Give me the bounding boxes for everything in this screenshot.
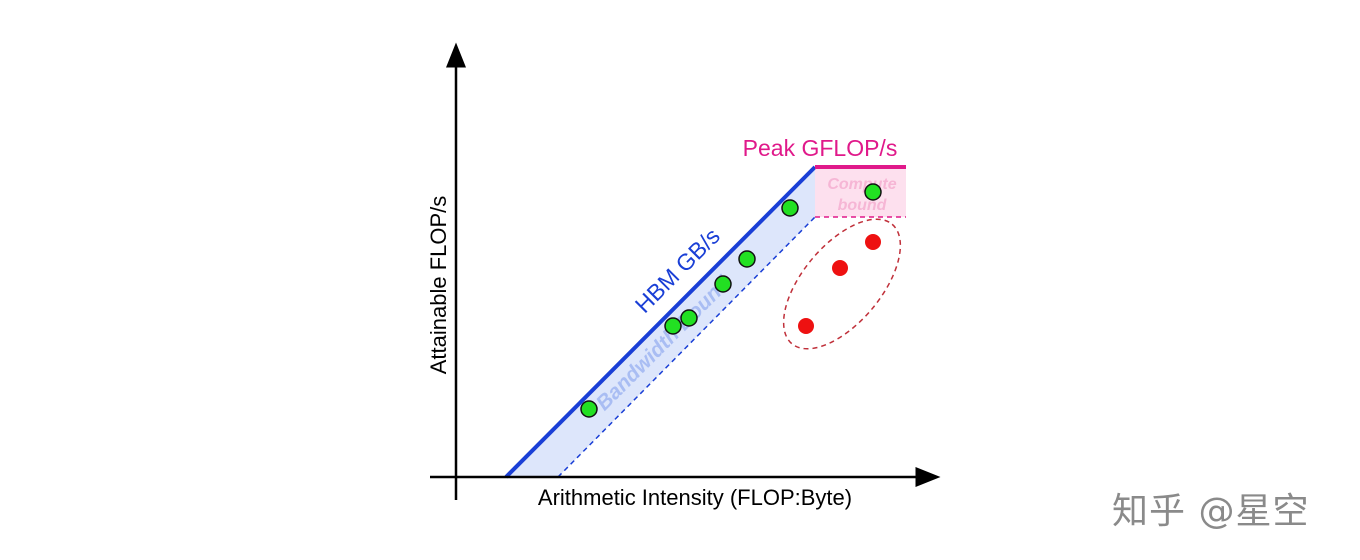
y-axis-label: Attainable FLOP/s	[426, 196, 451, 375]
kernel-point-red	[798, 318, 814, 334]
compute-bound-label-1: Compute	[827, 176, 896, 193]
kernel-point-green	[714, 275, 732, 293]
kernel-point-red	[865, 234, 881, 250]
kernel-point-red	[832, 260, 848, 276]
kernel-point-green	[664, 317, 682, 335]
watermark: 知乎 @星空	[1112, 491, 1310, 532]
bandwidth-band-dashed-edge	[557, 216, 816, 478]
kernel-point-green	[580, 400, 598, 418]
outlier-ellipse	[782, 218, 902, 350]
kernel-point-green	[864, 183, 882, 201]
memory-roof-line	[504, 165, 817, 479]
compute-bound-region	[815, 167, 906, 217]
kernel-point-green	[680, 309, 698, 327]
compute-bound-label-2: bound	[838, 197, 888, 214]
kernel-point-green	[781, 199, 799, 217]
kernel-point-green	[738, 250, 756, 268]
x-axis-label: Arithmetic Intensity (FLOP:Byte)	[538, 485, 852, 510]
compute-roof-label: Peak GFLOP/s	[743, 135, 898, 161]
